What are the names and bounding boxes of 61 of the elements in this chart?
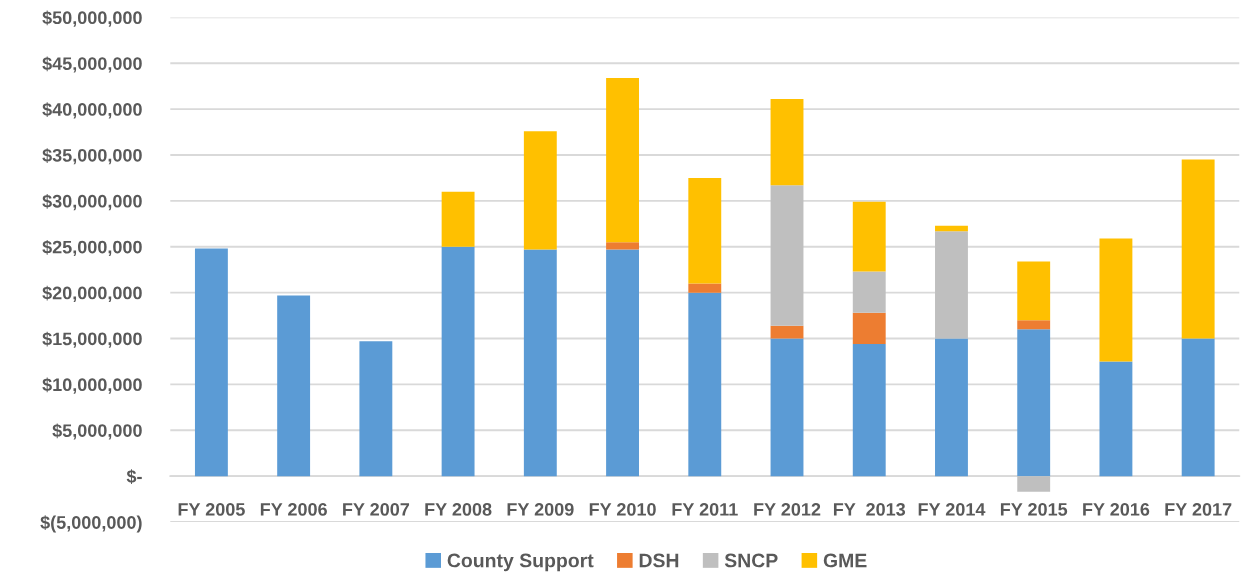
bar xyxy=(852,312,886,345)
x-tick-label: FY 2012 xyxy=(754,502,821,516)
bar xyxy=(606,249,639,477)
y-tick-label: $50,000,000 xyxy=(42,10,142,27)
bar xyxy=(1099,361,1133,477)
y-tick-label: $40,000,000 xyxy=(42,102,142,119)
bar xyxy=(770,325,804,339)
bar xyxy=(523,131,557,250)
bar xyxy=(1017,320,1051,330)
bar xyxy=(852,201,886,272)
y-tick-label: $45,000,000 xyxy=(42,56,142,73)
bar xyxy=(1099,238,1133,362)
x-tick-label: FY 2008 xyxy=(425,502,492,516)
x-tick-label: FY 2016 xyxy=(1083,502,1150,516)
bar xyxy=(194,248,228,477)
x-tick-label: FY 2006 xyxy=(260,502,327,516)
y-tick-label: $30,000,000 xyxy=(42,194,142,211)
bar xyxy=(770,99,804,186)
bar xyxy=(688,177,722,284)
x-tick-label: FY 2014 xyxy=(918,502,986,516)
bar xyxy=(1017,476,1051,492)
bar xyxy=(1181,338,1215,477)
bar xyxy=(852,271,886,313)
bar xyxy=(606,77,639,243)
legend-label: SNCP xyxy=(724,553,778,568)
x-tick-label: FY 2011 xyxy=(672,502,738,516)
bar xyxy=(770,338,804,477)
y-tick-label: $35,000,000 xyxy=(42,148,142,165)
bar xyxy=(852,344,886,477)
y-tick-label: $20,000,000 xyxy=(42,285,142,302)
bar xyxy=(935,231,968,339)
legend-label: County Support xyxy=(447,553,594,572)
x-tick-label: FY 2005 xyxy=(178,502,245,516)
bar xyxy=(277,295,311,477)
bar xyxy=(606,242,639,250)
x-tick-label: FY 2017 xyxy=(1165,502,1232,516)
bar xyxy=(935,225,968,232)
bar xyxy=(1181,159,1215,339)
bar xyxy=(688,283,722,293)
bar xyxy=(1017,261,1051,321)
x-tick-label: FY 2007 xyxy=(343,502,410,516)
x-tick-label: FY 2010 xyxy=(589,502,656,516)
bar xyxy=(359,341,393,477)
y-tick-label: $10,000,000 xyxy=(42,377,142,394)
x-tick-label: FY 2015 xyxy=(1000,502,1068,516)
x-tick-label: FY 2013 xyxy=(833,502,906,516)
bar xyxy=(441,191,475,247)
y-tick-label: $5,000,000 xyxy=(52,423,142,440)
y-tick-label: $(5,000,000) xyxy=(40,515,142,533)
legend-label: GME xyxy=(823,553,867,568)
bar xyxy=(770,185,804,326)
y-tick-label: $15,000,000 xyxy=(42,331,142,348)
y-tick-label: $25,000,000 xyxy=(42,239,142,257)
x-tick-label: FY 2009 xyxy=(507,502,574,516)
y-tick-label: $- xyxy=(126,469,142,485)
legend-label: DSH xyxy=(639,553,679,568)
bar xyxy=(935,338,968,477)
bar xyxy=(1017,329,1051,477)
bar xyxy=(441,246,475,477)
bar xyxy=(688,292,722,477)
bar xyxy=(523,249,557,477)
